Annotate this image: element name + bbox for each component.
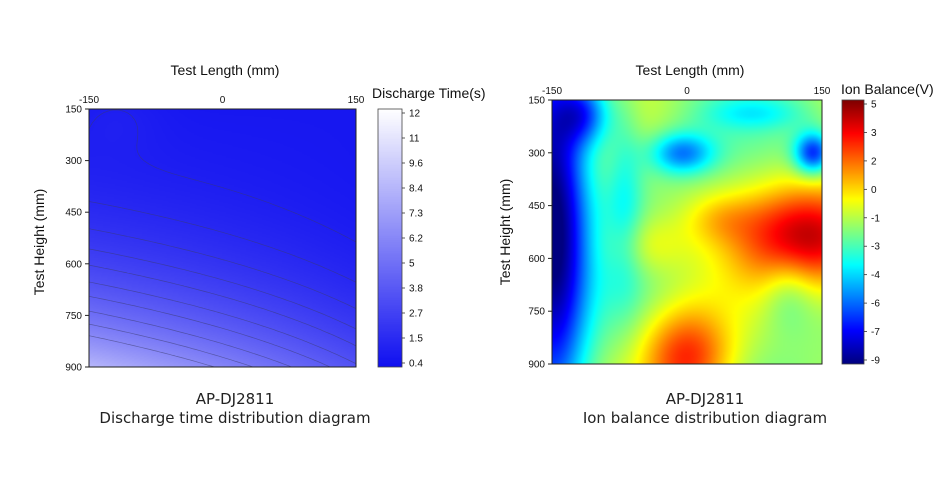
discharge-time-colorbar: [378, 109, 402, 367]
x-tick-label: 0: [220, 95, 226, 106]
colorbar-tick-label: 2: [871, 156, 877, 167]
x-axis-label: Test Length (mm): [636, 62, 745, 78]
y-axis-ticks: 150 300 450 600 750 900: [528, 96, 552, 371]
y-axis-label: Test Height (mm): [31, 189, 47, 296]
colorbar-tick-label: 7.3: [409, 209, 423, 220]
x-tick-label: 0: [684, 86, 690, 97]
colorbar-tick-label: 0: [871, 185, 877, 196]
colorbar-tick-label: 3: [871, 128, 877, 139]
colorbar-title: Ion Balance(V): [841, 81, 934, 97]
y-tick-label: 600: [65, 259, 82, 270]
colorbar-tick-label: 0.4: [409, 359, 423, 370]
y-axis-ticks: 150 300 450 600 750 900: [65, 105, 89, 374]
contour-line: [88, 201, 357, 283]
colorbar-tick-label: 8.4: [409, 184, 423, 195]
x-axis-label: Test Length (mm): [171, 62, 280, 78]
colorbar-tick-label: -9: [871, 356, 880, 367]
x-tick-label: 150: [348, 95, 365, 106]
colorbar-tick-label: -1: [871, 213, 880, 224]
discharge-time-chart: Test Length (mm) -150 0 150 Test Height (m…: [31, 62, 486, 374]
ion-balance-heatmap: [552, 100, 822, 364]
caption-model: AP-DJ2811: [195, 390, 275, 408]
colorbar-title: Discharge Time(s): [372, 85, 486, 101]
colorbar-tick-label: 2.7: [409, 309, 423, 320]
colorbar-ticks: 5 3 2 0 -1 -3 -4 -6 -7 -9: [864, 100, 880, 367]
colorbar-tick-label: 12: [409, 109, 421, 120]
x-tick-label: 150: [814, 86, 831, 97]
contour-line: [88, 323, 254, 368]
colorbar-tick-label: 3.8: [409, 284, 423, 295]
colorbar-tick-label: 5: [871, 100, 877, 111]
colorbar-tick-label: 6.2: [409, 234, 423, 245]
colorbar-tick-label: 5: [409, 259, 415, 270]
y-tick-label: 450: [65, 208, 82, 219]
y-tick-label: 900: [528, 360, 545, 371]
colorbar-tick-label: -4: [871, 270, 880, 281]
contour-line: [88, 109, 357, 243]
chart1-caption: AP-DJ2811 Discharge time distribution di…: [80, 390, 390, 428]
caption-title: Ion balance distribution diagram: [582, 409, 828, 427]
colorbar-tick-label: 9.6: [409, 159, 423, 170]
contour-line: [88, 281, 357, 365]
caption-model: AP-DJ2811: [665, 390, 745, 408]
colorbar-tick-label: -3: [871, 242, 880, 253]
ion-balance-colorbar: [842, 100, 864, 364]
plot-frame: [88, 108, 357, 368]
chart2-caption: AP-DJ2811 Ion balance distribution diagr…: [545, 390, 865, 428]
y-tick-label: 750: [528, 307, 545, 318]
y-tick-label: 150: [65, 105, 82, 116]
y-tick-label: 300: [528, 148, 545, 159]
y-tick-label: 900: [65, 363, 82, 374]
colorbar-tick-label: -7: [871, 327, 880, 338]
contour-line: [88, 310, 292, 368]
contour-line: [88, 335, 215, 368]
colorbar-tick-label: 11: [409, 134, 420, 145]
y-axis-label: Test Height (mm): [497, 179, 513, 286]
y-tick-label: 150: [528, 96, 545, 107]
y-tick-label: 600: [528, 254, 545, 265]
colorbar-ticks: 12 11 9.6 8.4 7.3 6.2 5 3.8 2.7 1.5 0.4: [402, 109, 423, 370]
contour-line: [88, 228, 357, 309]
colorbar-frame: [841, 99, 865, 365]
y-tick-label: 300: [65, 156, 82, 167]
contour-line: [88, 295, 331, 368]
y-tick-label: 450: [528, 201, 545, 212]
x-tick-label: -150: [79, 95, 99, 106]
ion-balance-chart: Test Length (mm) -150 0 150 Test Height (m…: [497, 62, 934, 371]
x-tick-label: -150: [542, 86, 562, 97]
contour-line: [88, 264, 357, 347]
colorbar-tick-label: 1.5: [409, 334, 423, 345]
discharge-time-contours: [88, 109, 357, 368]
colorbar-tick-label: -6: [871, 299, 880, 310]
y-tick-label: 750: [65, 311, 82, 322]
caption-title: Discharge time distribution diagram: [99, 409, 371, 427]
plot-frame: [551, 99, 823, 365]
